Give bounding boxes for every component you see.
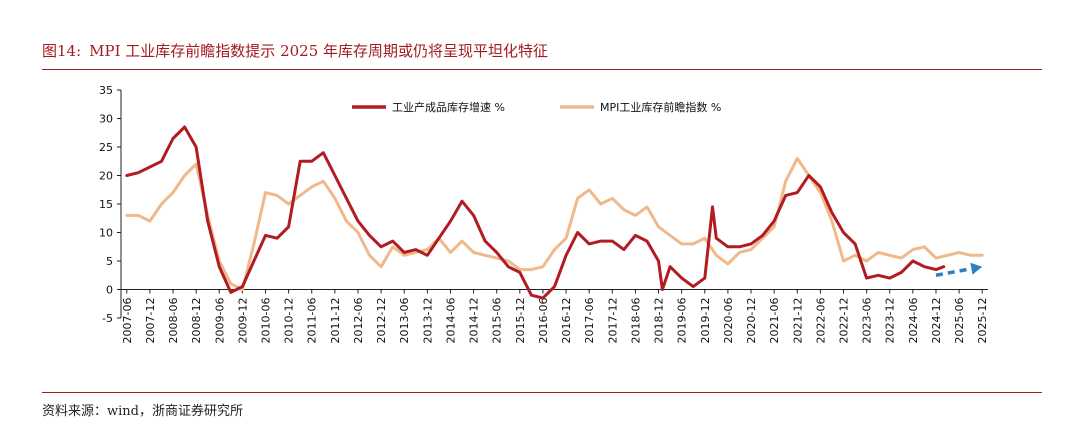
x-tick-label: 2007-12	[144, 298, 157, 344]
x-tick-label: 2018-06	[629, 298, 642, 344]
y-tick-label: 30	[99, 113, 113, 126]
x-tick-label: 2015-12	[514, 298, 527, 344]
y-tick-label: 35	[99, 84, 113, 97]
y-tick-label: 20	[99, 170, 113, 183]
x-tick-label: 2014-06	[444, 298, 457, 344]
x-tick-label: 2024-12	[930, 298, 943, 344]
x-tick-label: 2025-12	[976, 298, 989, 344]
source-rule	[42, 392, 1042, 393]
series-mpi-line	[125, 156, 984, 291]
trend-arrow-shaft	[935, 266, 972, 277]
x-tick-label: 2010-06	[260, 298, 273, 344]
trend-arrow-head	[970, 262, 983, 275]
x-tick-label: 2013-12	[421, 298, 434, 344]
legend-label: 工业产成品库存增速 %	[392, 100, 505, 114]
x-tick-label: 2017-12	[606, 298, 619, 344]
x-tick-label: 2007-06	[121, 298, 134, 344]
x-tick-label: 2021-12	[791, 298, 804, 344]
x-tick-label: 2008-12	[190, 298, 203, 344]
series-inventory-line	[125, 125, 946, 300]
source-note: 资料来源：wind，浙商证券研究所	[42, 404, 243, 419]
x-tick-label: 2012-12	[375, 298, 388, 344]
x-tick-label: 2015-06	[491, 298, 504, 344]
x-tick-label: 2009-12	[236, 298, 249, 344]
x-tick-label: 2008-06	[167, 298, 180, 344]
x-tick-label: 2009-06	[213, 298, 226, 344]
x-tick-label: 2020-12	[745, 298, 758, 344]
legend-label: MPI工业库存前瞻指数 %	[600, 100, 721, 114]
x-tick-label: 2023-06	[861, 298, 874, 344]
x-tick-label: 2014-12	[468, 297, 481, 343]
figure-title: 图14: MPI 工业库存前瞻指数提示 2025 年库存周期或仍将呈现平坦化特征	[42, 40, 548, 61]
x-tick-label: 2011-12	[329, 298, 342, 344]
y-tick-label: 0	[106, 284, 113, 297]
x-tick-label: 2020-06	[722, 298, 735, 344]
y-tick-label: 15	[99, 198, 113, 211]
x-tick-label: 2022-06	[814, 298, 827, 344]
x-tick-label: 2016-12	[560, 298, 573, 344]
y-tick-label: 10	[99, 227, 113, 240]
x-tick-label: 2024-06	[907, 298, 920, 344]
x-tick-label: 2018-12	[653, 298, 666, 344]
x-tick-label: 2017-06	[583, 298, 596, 344]
x-tick-label: 2013-06	[398, 298, 411, 344]
x-tick-label: 2022-12	[838, 298, 851, 344]
x-tick-label: 2011-06	[306, 298, 319, 344]
x-tick-label: 2019-06	[676, 298, 689, 344]
x-tick-label: 2016-06	[537, 298, 550, 344]
x-tick-label: 2025-06	[953, 298, 966, 344]
x-tick-label: 2023-12	[884, 298, 897, 344]
y-tick-label: 5	[106, 255, 113, 268]
y-tick-label: -5	[102, 312, 113, 325]
y-tick-label: 25	[99, 141, 113, 154]
figure-number: 图14:	[42, 42, 82, 60]
x-tick-label: 2010-12	[283, 298, 296, 344]
x-tick-label: 2021-06	[768, 298, 781, 344]
figure-title-text: MPI 工业库存前瞻指数提示 2025 年库存周期或仍将呈现平坦化特征	[89, 42, 549, 60]
x-tick-label: 2019-12	[699, 298, 712, 344]
x-tick-label: 2012-06	[352, 298, 365, 344]
title-rule	[42, 69, 1042, 70]
